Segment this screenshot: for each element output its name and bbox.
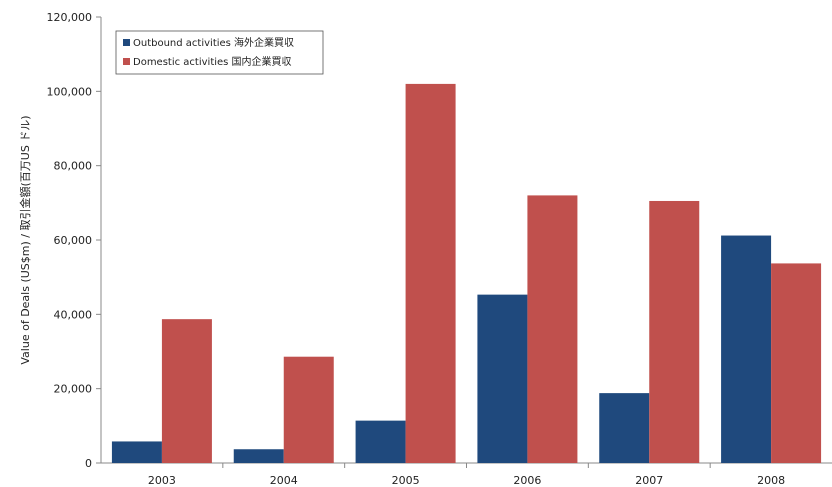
y-tick-label: 120,000	[47, 11, 93, 24]
bar-outbound-2005	[355, 420, 406, 463]
x-tick-label: 2006	[513, 474, 541, 487]
x-axis-ticks: 2003 2004 2005 2006 2007 2008	[148, 463, 785, 487]
bar-outbound-2006	[477, 294, 528, 463]
bar-domestic-2006	[527, 195, 578, 463]
bars-group	[111, 83, 822, 464]
y-tick-label: 0	[85, 457, 92, 470]
bar-outbound-2003	[111, 441, 162, 463]
bar-domestic-2008	[771, 263, 822, 463]
x-tick-label: 2003	[148, 474, 176, 487]
legend-swatch-outbound	[123, 39, 130, 46]
bar-outbound-2008	[721, 235, 772, 463]
y-axis-ticks: 0 20,000 40,000 60,000 80,000 100,000 120,000	[47, 11, 101, 470]
y-tick-label: 60,000	[54, 234, 93, 247]
legend-box	[115, 30, 324, 75]
y-tick-label: 80,000	[54, 160, 93, 173]
bar-outbound-2007	[599, 393, 650, 463]
bar-outbound-2004	[233, 449, 284, 463]
bar-domestic-2003	[161, 319, 212, 463]
x-tick-label: 2004	[270, 474, 298, 487]
x-tick-label: 2005	[392, 474, 420, 487]
bar-domestic-2004	[283, 356, 334, 463]
y-axis-title: Value of Deals (US$m) / 取引金額(百万US ドル)	[18, 115, 32, 364]
y-tick-label: 40,000	[54, 308, 93, 321]
legend: Outbound activities 海外企業買収 Domestic acti…	[115, 30, 324, 75]
bar-domestic-2007	[649, 200, 700, 463]
legend-label-outbound: Outbound activities 海外企業買収	[133, 36, 294, 49]
legend-swatch-domestic	[123, 58, 130, 65]
bar-domestic-2005	[405, 83, 456, 464]
x-tick-label: 2007	[635, 474, 663, 487]
x-tick-label: 2008	[757, 474, 785, 487]
y-tick-label: 20,000	[54, 383, 93, 396]
y-tick-label: 100,000	[47, 85, 93, 98]
legend-label-domestic: Domestic activities 国内企業買収	[133, 55, 292, 68]
